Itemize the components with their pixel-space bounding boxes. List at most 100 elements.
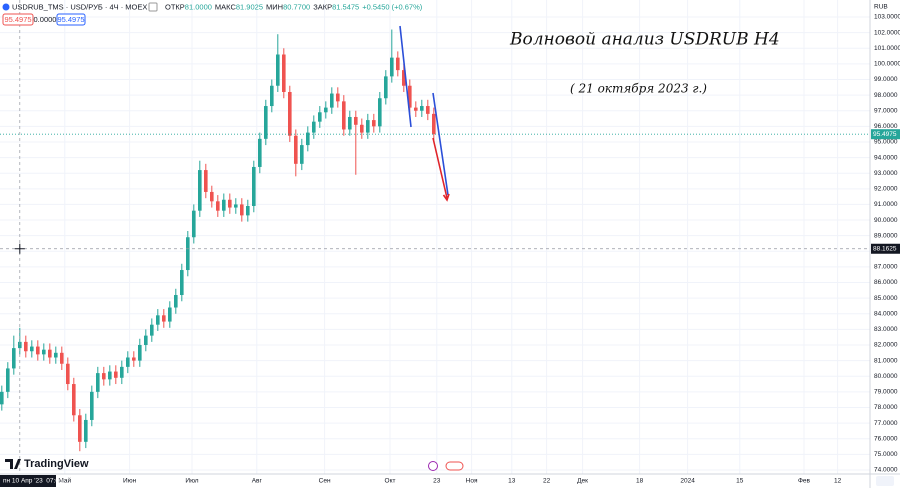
candle-body [210,191,214,202]
y-tick-label: 89.0000 [874,232,898,239]
candle-body [6,368,10,392]
y-tick-label: 96.0000 [874,123,898,130]
candle-body [48,349,52,358]
candle-body [384,76,388,99]
candle-body [54,352,58,358]
candle-body [168,307,172,322]
candle-body [414,107,418,111]
candle-body [216,201,220,211]
x-tick-label: Дек [577,478,588,485]
candle-body [66,363,70,385]
event-icon[interactable] [428,461,438,471]
candle-body [36,346,40,355]
x-tick-label: 18 [636,478,644,485]
wave-line [432,92,449,196]
x-tick-label: 23 [433,478,441,485]
candle-body [180,270,184,296]
x-tick-label: Июн [123,478,137,485]
chart-title: Волновой анализ USDRUB H4 [509,30,780,50]
candle-body [276,54,280,86]
y-tick-label: 99.0000 [874,76,898,83]
currency[interactable]: RUB [874,4,888,11]
y-tick-label: 87.0000 [874,264,898,271]
candle-body [312,121,316,133]
candle-body [120,366,124,378]
last-price-label: 95.4975 [873,131,897,138]
candle-body [60,352,64,364]
candle-body [246,205,250,216]
wave-line [399,25,412,128]
candle-body [24,341,28,352]
y-tick-label: 91.0000 [874,201,898,208]
candle-body [372,120,376,127]
symbol[interactable]: USDRUB_TMS · USD/РУБ · 4Ч · MOEX [12,2,147,11]
settings-button[interactable] [876,476,894,486]
candle-body [192,210,196,238]
x-tick-label: Сен [319,478,331,485]
ohlc-label: ОТКР [165,2,185,11]
crosshair-cursor [14,243,25,254]
settings-icon[interactable] [148,2,158,12]
candle-body [30,346,34,352]
candle-body [396,57,400,71]
y-tick-label: 95.0000 [874,139,898,146]
buy-box[interactable] [56,13,86,26]
y-tick-label: 97.0000 [874,107,898,114]
x-tick-label: Ноя [466,478,478,485]
event-icon[interactable] [445,461,464,471]
candle-body [402,70,406,86]
candle-body [324,107,328,113]
candle-body [300,145,304,164]
candle-body [270,85,274,107]
candle-body [42,349,46,355]
candle-body [336,93,340,102]
candle-body [228,199,232,208]
y-tick-label: 79.0000 [874,389,898,396]
buy-price: 95.4975 [57,15,84,24]
candle-body [366,120,370,133]
y-tick-label: 78.0000 [874,404,898,411]
candle-body [132,357,136,361]
y-tick-label: 75.0000 [874,451,898,458]
candle-body [252,166,256,206]
forecast-arrow [432,137,448,199]
candle-body [12,348,16,369]
candle-body [294,135,298,164]
candle-body [240,204,244,216]
y-tick-label: 82.0000 [874,342,898,349]
candle-body [282,54,286,92]
candle-body [126,357,130,367]
x-tick-label: 22 [543,478,551,485]
x-tick-label: Окт [385,478,396,485]
candle-body [378,98,382,127]
candle-body [204,170,208,192]
sell-box[interactable] [2,13,34,26]
y-tick-label: 98.0000 [874,92,898,99]
candle-body [330,93,334,108]
y-tick-label: 100.0000 [874,61,900,68]
candle-body [144,335,148,345]
candle-body [354,116,358,125]
x-tick-label: Авг [252,478,263,485]
candle-body [420,106,424,111]
y-tick-label: 86.0000 [874,279,898,286]
x-tick-label: 15 [736,478,744,485]
symbol-icon [2,3,10,11]
candle-body [234,204,238,208]
crosshair-y-box [871,243,900,254]
candle-body [90,391,94,420]
logo[interactable]: TradingView [24,458,89,470]
y-tick-label: 83.0000 [874,326,898,333]
candle-body [258,138,262,167]
crosshair-y-label: 88.1625 [873,245,897,252]
y-tick-label: 94.0000 [874,154,898,161]
candle-body [114,371,118,378]
candle-body [432,113,436,135]
x-tick-label: 13 [508,478,516,485]
ohlc-change: +0.5450 (+0.67%) [362,2,423,11]
y-tick-label: 92.0000 [874,186,898,193]
candle-body [348,116,352,130]
candle-body [0,391,4,405]
